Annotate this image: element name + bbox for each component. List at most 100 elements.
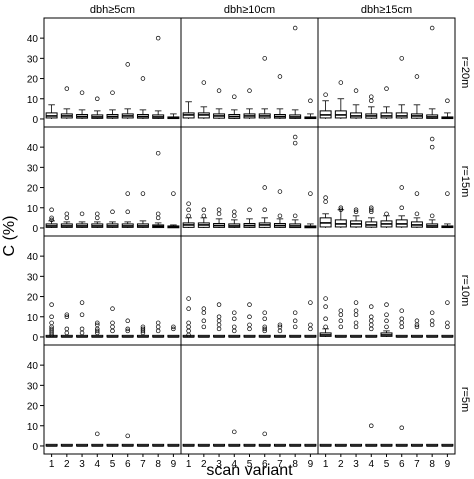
outlier-point: [140, 330, 146, 336]
outlier-point: [292, 134, 298, 140]
outlier-point: [186, 296, 191, 301]
outlier-point: [292, 324, 298, 330]
panel: [180, 17, 319, 128]
outlier-point: [292, 310, 298, 315]
outlier-point: [216, 318, 222, 324]
outlier-point: [79, 90, 85, 95]
outlier-point: [369, 322, 374, 328]
outlier-point: [155, 150, 161, 156]
outlier-point: [369, 207, 374, 213]
x-tick-label: 1: [323, 459, 329, 470]
row-title: r=15m: [459, 166, 471, 198]
y-tick-label: 0: [32, 333, 38, 344]
x-tick-label: 5: [384, 459, 390, 470]
y-tick-label: 20: [27, 293, 39, 304]
outlier-point: [262, 207, 267, 213]
outlier-point: [125, 318, 130, 324]
x-tick-label: 7: [414, 459, 420, 470]
outlier-point: [429, 318, 435, 324]
outlier-point: [110, 324, 115, 330]
outlier-point: [186, 213, 191, 219]
panel: [43, 235, 182, 346]
outlier-point: [216, 314, 222, 320]
panel-frame: [317, 344, 456, 455]
outlier-point: [155, 35, 161, 41]
outlier-point: [429, 144, 435, 150]
y-tick-label: 10: [27, 204, 39, 215]
x-tick-label: 5: [247, 459, 253, 470]
outlier-point: [49, 215, 54, 221]
outlier-point: [338, 324, 344, 330]
outlier-point: [445, 320, 450, 326]
outlier-point: [262, 185, 267, 190]
outlier-point: [399, 308, 404, 313]
y-tick-label: 30: [27, 54, 39, 65]
outlier-point: [277, 322, 283, 328]
outlier-point: [201, 213, 207, 219]
outlier-point: [110, 306, 115, 311]
row-title: r=20m: [459, 57, 471, 89]
outlier-point: [384, 302, 389, 307]
outlier-point: [110, 209, 115, 215]
outlier-point: [369, 304, 374, 309]
y-tick-label: 20: [27, 184, 39, 195]
y-tick-label: 40: [27, 361, 39, 372]
outlier-point: [232, 209, 237, 215]
outlier-point: [353, 324, 359, 330]
x-tick-label: 3: [216, 459, 222, 470]
row-title: r=10m: [459, 275, 471, 307]
outlier-point: [369, 326, 374, 332]
outlier-point: [110, 328, 115, 334]
x-tick-label: 4: [94, 459, 100, 470]
outlier-point: [232, 328, 237, 334]
outlier-point: [353, 88, 359, 93]
outlier-point: [201, 80, 207, 85]
outlier-point: [262, 310, 267, 315]
outlier-point: [201, 324, 207, 330]
outlier-point: [292, 25, 298, 31]
x-tick-label: 2: [338, 459, 344, 470]
outlier-point: [216, 211, 222, 217]
outlier-point: [155, 211, 161, 217]
y-tick-label: 30: [27, 381, 39, 392]
outlier-point: [79, 326, 85, 332]
outlier-point: [353, 308, 359, 313]
outlier-point: [323, 195, 328, 200]
outlier-point: [292, 213, 298, 219]
x-tick-label: 2: [201, 459, 207, 470]
panel: [43, 17, 182, 128]
outlier-point: [277, 189, 283, 194]
outlier-point: [49, 314, 54, 320]
x-tick-label: 6: [125, 459, 131, 470]
x-tick-label: 6: [262, 459, 268, 470]
y-tick-label: 0: [32, 224, 38, 235]
panel-frame: [180, 235, 319, 346]
x-tick-label: 3: [79, 459, 85, 470]
outlier-point: [64, 86, 70, 91]
outlier-point: [277, 328, 283, 334]
outlier-point: [338, 308, 344, 313]
outlier-point: [186, 332, 191, 338]
outlier-point: [171, 324, 176, 330]
panel: [180, 126, 319, 237]
x-tick-label: 8: [429, 459, 435, 470]
outlier-point: [186, 328, 191, 334]
outlier-point: [125, 62, 130, 67]
x-tick-label: 6: [399, 459, 405, 470]
outlier-point: [247, 322, 252, 328]
outlier-point: [399, 185, 404, 190]
outlier-point: [232, 213, 237, 219]
outlier-point: [110, 90, 115, 95]
outlier-point: [201, 207, 207, 213]
outlier-point: [429, 25, 435, 31]
y-tick-label: 30: [27, 272, 39, 283]
panel: [317, 235, 456, 346]
y-tick-label: 10: [27, 422, 39, 433]
outlier-point: [232, 310, 237, 315]
outlier-point: [232, 94, 237, 99]
outlier-point: [369, 314, 374, 320]
outlier-point: [95, 96, 100, 102]
outlier-point: [216, 207, 222, 213]
y-tick-label: 40: [27, 252, 39, 263]
x-tick-label: 3: [353, 459, 359, 470]
